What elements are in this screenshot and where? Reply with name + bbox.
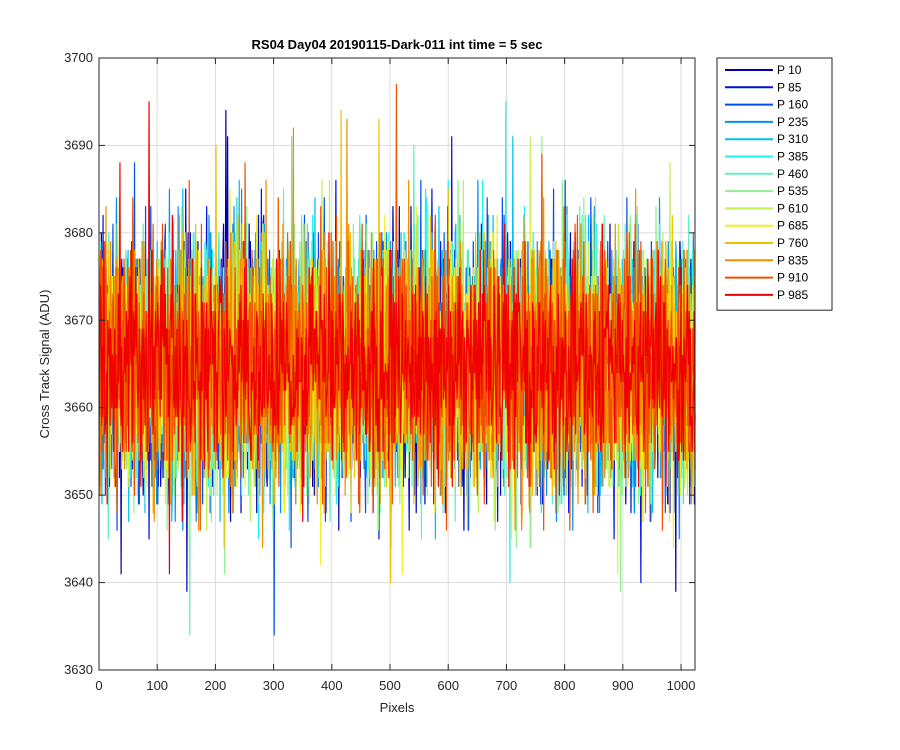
y-tick-label: 3690 [64,137,93,152]
x-tick-label: 700 [496,678,518,693]
chart-title: RS04 Day04 20190115-Dark-011 int time = … [252,37,543,52]
legend: P 10 P 85 P 160 P 235 P 310 P 385 P 460 P 535 P … [716,57,833,311]
legend-entry: P 310 [777,132,808,146]
y-tick-label: 3650 [64,487,93,502]
series-layer [98,83,696,636]
x-tick-label: 0 [95,678,102,693]
x-tick-label: 1000 [667,678,696,693]
legend-entry: P 685 [777,219,808,233]
x-axis-label: Pixels [380,700,415,715]
legend-entry: P 10 [777,63,802,77]
legend-entry: P 985 [777,288,808,302]
x-tick-label: 200 [205,678,227,693]
legend-box [716,57,833,311]
x-tick-label: 800 [554,678,576,693]
y-tick-label: 3630 [64,662,93,677]
legend-entry: P 760 [777,236,808,250]
axis-ticks: 0 100 200 300 400 500 600 700 800 900 1000 3630 3640… [64,50,695,693]
y-tick-label: 3670 [64,312,93,327]
x-tick-label: 900 [612,678,634,693]
legend-entry: P 835 [777,253,808,267]
legend-entry: P 910 [777,271,808,285]
y-tick-label: 3640 [64,575,93,590]
x-tick-label: 300 [263,678,285,693]
legend-entry: P 610 [777,201,808,215]
legend-entry: P 235 [777,115,808,129]
x-tick-label: 100 [146,678,168,693]
x-tick-label: 400 [321,678,343,693]
x-tick-label: 500 [379,678,401,693]
legend-entry: P 85 [777,80,802,94]
series-line-p-985 [98,101,696,575]
legend-entry: P 535 [777,184,808,198]
legend-entry: P 460 [777,167,808,181]
x-tick-label: 600 [437,678,459,693]
y-tick-label: 3700 [64,50,93,65]
axes-box [98,57,696,671]
y-tick-label: 3660 [64,400,93,415]
legend-entry: P 160 [777,98,808,112]
legend-entry: P 385 [777,150,808,164]
y-tick-label: 3680 [64,225,93,240]
y-axis-label: Cross Track Signal (ADU) [37,290,52,439]
